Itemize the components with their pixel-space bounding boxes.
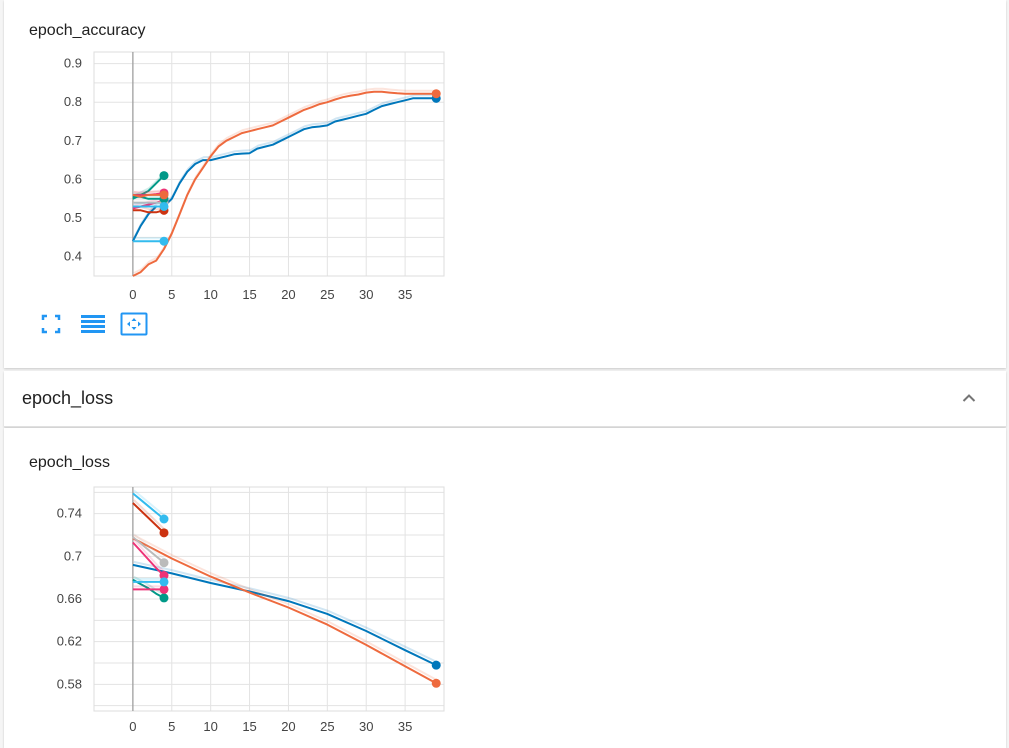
series-line[interactable] [132, 560, 441, 670]
series-smoothed-line [132, 209, 165, 214]
series-line[interactable] [132, 190, 169, 200]
chevron-up-icon[interactable] [962, 391, 976, 405]
y-tick-label: 0.4 [64, 249, 82, 264]
series-smoothed-line [132, 193, 164, 198]
series-raw-line [133, 533, 166, 561]
y-tick-label: 0.66 [57, 591, 82, 606]
series-smoothed-line [132, 563, 437, 667]
y-tick-label: 0.8 [64, 94, 82, 109]
y-tick-label: 0.58 [57, 676, 82, 691]
series-line[interactable] [132, 584, 169, 594]
series-raw-line [133, 171, 166, 197]
series-smoothed-line [132, 502, 165, 534]
x-tick-label: 10 [203, 287, 217, 302]
x-tick-label: 5 [168, 287, 175, 302]
series-endpoint-marker [159, 236, 169, 246]
series-line[interactable] [132, 236, 169, 246]
x-tick-label: 15 [242, 719, 256, 734]
chart-title: epoch_loss [29, 454, 110, 471]
series-line[interactable] [132, 489, 169, 524]
series-smoothed-line [132, 90, 437, 277]
series-line[interactable] [132, 201, 169, 211]
plot-frame [93, 51, 445, 277]
series-endpoint-marker [431, 678, 441, 688]
y-tick-label: 0.7 [64, 548, 82, 563]
series-smoothed-line [132, 537, 437, 685]
fit-domain-icon [120, 312, 148, 336]
series-endpoint-marker [159, 528, 169, 538]
fullscreen-button[interactable] [40, 312, 66, 336]
x-tick-label: 20 [281, 719, 295, 734]
y-tick-label: 0.62 [57, 634, 82, 649]
series-endpoint-marker [159, 201, 169, 211]
section-header[interactable]: epoch_loss [4, 371, 1006, 427]
x-tick-label: 35 [398, 287, 412, 302]
series-raw-line [133, 534, 438, 682]
accuracy-card: epoch_accuracy 0.4 0.5 0.6 0.7 0.8 0.9 0 5 10 15 2… [4, 0, 1006, 368]
series-endpoint-marker [159, 558, 169, 568]
x-tick-label: 35 [398, 719, 412, 734]
series-endpoint-marker [159, 593, 169, 603]
y-tick-label: 0.9 [64, 56, 82, 71]
series-line[interactable] [132, 538, 169, 581]
accuracy-chart[interactable]: 0.4 0.5 0.6 0.7 0.8 0.9 0 5 10 15 20 25 30 35 [4, 0, 1006, 368]
series-endpoint-marker [431, 89, 441, 99]
x-tick-label: 0 [129, 719, 136, 734]
series-endpoint-marker [159, 577, 169, 587]
series-smoothed-line [132, 97, 437, 242]
series-line[interactable] [132, 87, 441, 277]
series-raw-line [133, 189, 166, 193]
series-smoothed-line [132, 541, 165, 577]
section-title: epoch_loss [22, 388, 114, 408]
fullscreen-icon [41, 314, 61, 334]
x-tick-label: 5 [168, 719, 175, 734]
x-tick-label: 25 [320, 719, 334, 734]
plot-frame [93, 486, 445, 712]
data-table-icon [81, 315, 105, 333]
series-endpoint-marker [159, 571, 169, 581]
x-tick-label: 0 [129, 287, 136, 302]
series-smoothed-line [132, 492, 165, 520]
y-tick-label: 0.74 [57, 506, 82, 521]
chart-title: epoch_accuracy [29, 22, 146, 39]
x-tick-label: 20 [281, 287, 295, 302]
series-smoothed-line [132, 536, 165, 564]
series-raw-line [133, 190, 165, 195]
series-line[interactable] [132, 533, 169, 568]
grid [93, 52, 445, 277]
series-raw-line [133, 575, 166, 596]
x-tick-label: 10 [203, 719, 217, 734]
y-tick-label: 0.5 [64, 210, 82, 225]
fit-domain-button[interactable] [120, 312, 148, 336]
y-tick-label: 0.7 [64, 133, 82, 148]
series-endpoint-marker [159, 514, 169, 524]
series-raw-line [133, 560, 438, 664]
x-tick-label: 30 [359, 287, 373, 302]
series-endpoint-marker [431, 660, 441, 670]
series-endpoint-marker [159, 584, 169, 594]
series-line[interactable] [132, 499, 169, 538]
loss-card: epoch_loss 0.58 0.62 0.66 0.7 0.74 0 5 10 15 20 25… [4, 428, 1006, 748]
series-raw-line [133, 499, 166, 531]
series-raw-line [133, 489, 166, 517]
series-endpoint-marker [159, 190, 169, 200]
series-line[interactable] [132, 534, 441, 688]
loss-chart[interactable]: 0.58 0.62 0.66 0.7 0.74 0 5 10 15 20 25 30 35 [4, 428, 1006, 748]
series-endpoint-marker [159, 171, 169, 181]
data-table-button[interactable] [80, 312, 106, 336]
x-tick-label: 15 [242, 287, 256, 302]
x-tick-label: 30 [359, 719, 373, 734]
x-tick-label: 25 [320, 287, 334, 302]
series-line[interactable] [132, 577, 169, 587]
y-tick-label: 0.6 [64, 171, 82, 186]
series-raw-line [133, 538, 166, 574]
